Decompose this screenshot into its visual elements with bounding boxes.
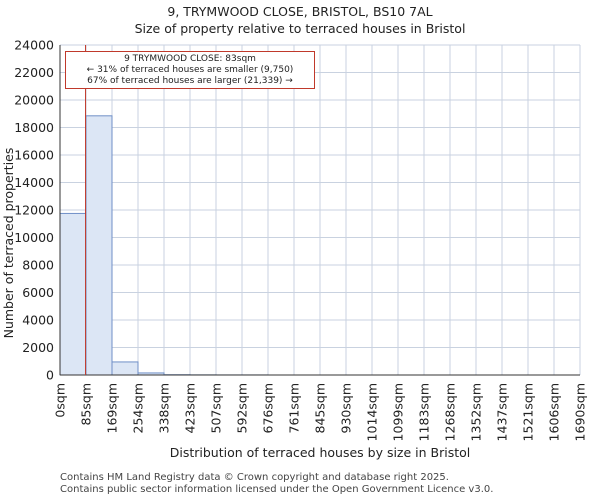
x-tick-label: 1352sqm (469, 383, 484, 441)
y-tick-label: 6000 (22, 285, 54, 300)
y-tick-label: 16000 (14, 148, 54, 163)
footer-line-2: Contains public sector information licen… (60, 484, 494, 495)
y-tick-label: 0 (46, 368, 54, 383)
x-tick-label: 1268sqm (443, 383, 458, 441)
grid (59, 44, 581, 376)
y-tick-label: 10000 (14, 230, 54, 245)
chart-title: 9, TRYMWOOD CLOSE, BRISTOL, BS10 7AL (167, 4, 433, 19)
x-tick-label: 507sqm (209, 383, 224, 433)
histogram-chart: 0 2000 4000 6000 8000 10000 12000 14000 16000 180… (1, 38, 588, 461)
footer-line-1: Contains HM Land Registry data © Crown c… (60, 472, 449, 483)
y-tick-label: 18000 (14, 120, 54, 135)
y-tick-label: 20000 (14, 93, 54, 108)
annotation-line-2: ← 31% of terraced houses are smaller (9,… (86, 65, 294, 75)
tick-labels: 0 2000 4000 6000 8000 10000 12000 14000 16000 180… (14, 38, 587, 442)
x-tick-label: 1690sqm (573, 383, 588, 441)
chart-subtitle: Size of property relative to terraced ho… (134, 21, 466, 36)
x-tick-label: 761sqm (287, 383, 302, 433)
bar (85, 115, 113, 376)
bar (59, 212, 87, 376)
y-tick-label: 12000 (14, 203, 54, 218)
annotation-box: 9 TRYMWOOD CLOSE: 83sqm ← 31% of terrace… (65, 51, 315, 89)
annotation-line-3: 67% of terraced houses are larger (21,33… (87, 76, 293, 86)
x-tick-label: 0sqm (53, 383, 68, 418)
x-tick-label: 1099sqm (391, 383, 406, 441)
x-axis-label: Distribution of terraced houses by size … (170, 445, 471, 460)
x-tick-label: 254sqm (131, 383, 146, 433)
x-tick-label: 592sqm (235, 383, 250, 433)
bar (111, 361, 139, 376)
y-tick-label: 14000 (14, 175, 54, 190)
x-tick-label: 1437sqm (495, 383, 510, 441)
x-tick-label: 676sqm (261, 383, 276, 433)
x-tick-label: 85sqm (79, 383, 94, 426)
x-tick-label: 845sqm (313, 383, 328, 433)
x-tick-label: 338sqm (157, 383, 172, 433)
x-tick-label: 1606sqm (547, 383, 562, 441)
y-tick-label: 22000 (14, 65, 54, 80)
annotation-line-1: 9 TRYMWOOD CLOSE: 83sqm (124, 54, 256, 64)
x-tick-label: 1521sqm (521, 383, 536, 441)
y-tick-label: 24000 (14, 38, 54, 53)
x-tick-label: 1014sqm (365, 383, 380, 441)
y-tick-label: 8000 (22, 258, 54, 273)
x-tick-label: 1183sqm (417, 383, 432, 441)
x-tick-label: 423sqm (183, 383, 198, 433)
y-tick-label: 4000 (22, 313, 54, 328)
y-tick-label: 2000 (22, 340, 54, 355)
x-tick-label: 169sqm (105, 383, 120, 433)
axes (59, 45, 580, 376)
y-axis-label: Number of terraced properties (1, 148, 16, 339)
x-tick-label: 930sqm (339, 383, 354, 433)
